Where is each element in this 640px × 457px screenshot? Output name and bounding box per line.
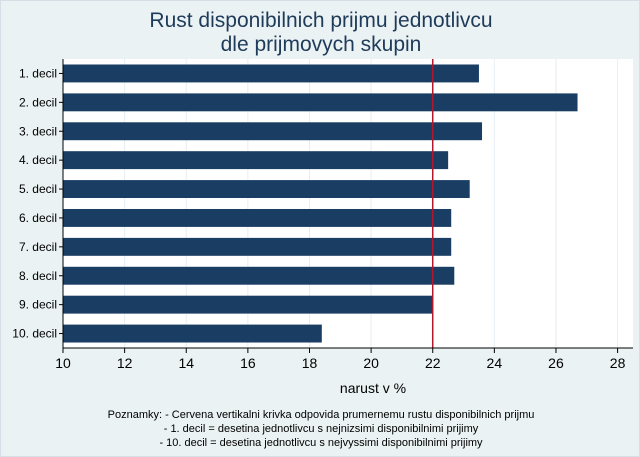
x-tick-label: 18 (302, 355, 318, 371)
x-tick-label: 28 (610, 355, 626, 371)
category-label: 7. decil (19, 240, 57, 254)
x-tick-label: 20 (363, 355, 379, 371)
bar-4 (63, 151, 449, 170)
category-label: 8. decil (19, 269, 57, 283)
bar-6 (63, 208, 452, 227)
bar-3 (63, 122, 483, 141)
category-label: 10. decil (12, 327, 57, 341)
bar-10 (63, 324, 322, 343)
note-line-1: Poznamky: - Cervena vertikalni krivka od… (107, 409, 535, 421)
category-label: 5. decil (19, 182, 57, 196)
bar-8 (63, 266, 455, 285)
x-tick-label: 16 (240, 355, 256, 371)
bar-7 (63, 237, 452, 256)
category-label: 6. decil (19, 211, 57, 225)
category-label: 9. decil (19, 298, 57, 312)
category-label: 2. decil (19, 95, 57, 109)
chart-title-line1: Rust disponibilnich prijmu jednotlivcu (149, 9, 493, 32)
bar-2 (63, 93, 578, 112)
category-label: 3. decil (19, 124, 57, 138)
bar-5 (63, 180, 470, 199)
bar-1 (63, 64, 479, 83)
note-line-2: - 1. decil = desetina jednotlivcu s nejn… (163, 423, 479, 435)
x-tick-label: 26 (548, 355, 564, 371)
x-tick-label: 22 (425, 355, 441, 371)
x-tick-label: 14 (178, 355, 194, 371)
note-line-3: - 10. decil = desetina jednotlivcu s nej… (159, 437, 483, 449)
x-tick-label: 10 (55, 355, 71, 371)
category-label: 4. decil (19, 153, 57, 167)
x-axis-title: narust v % (340, 380, 406, 396)
bar-chart: 1. decil 2. decil 3. decil 4. decil 5. decil… (12, 59, 633, 396)
bar-9 (63, 295, 433, 314)
x-tick-label: 24 (487, 355, 503, 371)
category-label: 1. decil (19, 66, 57, 80)
x-tick-label: 12 (117, 355, 133, 371)
chart-title-line2: dle prijmovych skupin (220, 33, 422, 56)
